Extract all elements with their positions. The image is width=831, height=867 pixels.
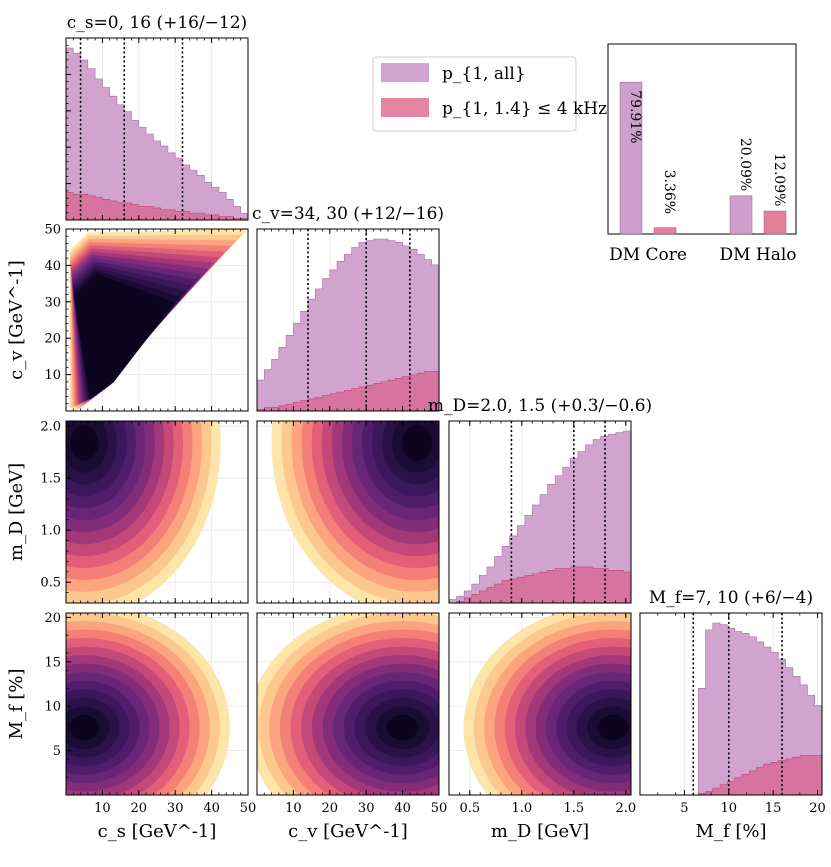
x-axis-label: M_f [%] [696, 821, 767, 842]
inset-category-label: DM Core [609, 245, 687, 265]
x-tick-label: 20 [322, 801, 339, 816]
y-tick-label: 10 [44, 700, 61, 715]
y-tick-label: 30 [44, 295, 61, 310]
x-tick-label: 40 [203, 801, 220, 816]
panel-frame [65, 612, 249, 796]
hist-all-bars [65, 47, 249, 221]
x-axis-label: m_D [GeV] [491, 821, 589, 842]
density-contour [597, 714, 629, 741]
density-panel-cs-mD: 0.5 1.0 1.5 2.0 [40, 420, 249, 604]
contour-group [257, 613, 439, 795]
x-tick-label: 30 [167, 801, 184, 816]
inset-bar-chart: 79.91% 3.36% DM Core 20.09% 12.09% DM Halo [607, 43, 797, 265]
panel-frame [65, 420, 249, 604]
hist-panel-Mf: M_f=7, 10 (+6/−4) 5 10 15 20 [639, 588, 826, 816]
density-panel-cv-mD [256, 421, 440, 603]
x-tick-label: 30 [358, 801, 375, 816]
y-tick-label: 0.5 [40, 576, 61, 591]
legend-label: p_{1, 1.4} ≤ 4 kHz [442, 99, 607, 119]
contour-group [463, 613, 631, 795]
panel-frame [639, 612, 823, 796]
panel-title: m_D=2.0, 1.5 (+0.3/−0.6) [428, 396, 652, 416]
contour-group [66, 421, 221, 603]
density-contour [402, 424, 433, 461]
contour-group [271, 421, 439, 603]
x-axis-label: c_v [GeV^-1] [288, 821, 408, 842]
hist-panel-mD: m_D=2.0, 1.5 (+0.3/−0.6) [428, 396, 652, 604]
y-tick-label: 1.5 [40, 472, 61, 487]
legend-label: p_{1, all} [442, 64, 526, 84]
x-tick-label: 10 [94, 801, 111, 816]
x-tick-label: 50 [431, 801, 448, 816]
hist-panel-cs: c_s=0, 16 (+16/−12) [65, 13, 249, 221]
inset-bar-label: 3.36% [661, 170, 677, 214]
hist-panel-cv: c_v=34, 30 (+12/−16) [252, 204, 444, 412]
x-tick-label: 15 [765, 801, 782, 816]
y-axis-label: M_f [%] [6, 669, 27, 740]
x-tick-label: 0.5 [459, 801, 480, 816]
density-contour [386, 714, 419, 741]
y-tick-label: 50 [44, 223, 61, 238]
y-tick-label: 2.0 [40, 420, 61, 435]
inset-bar-label: 20.09% [737, 138, 753, 191]
inset-bar [619, 81, 643, 235]
legend: p_{1, all} p_{1, 1.4} ≤ 4 kHz [372, 56, 607, 132]
y-tick-label: 10 [44, 368, 61, 383]
panel-title: M_f=7, 10 (+6/−4) [649, 588, 813, 608]
panel-frame [448, 420, 632, 604]
y-tick-label: 5 [53, 744, 61, 759]
density-contour [70, 424, 99, 461]
panel-frame [256, 228, 440, 412]
x-tick-label: 1.5 [563, 801, 584, 816]
hist-sub-bars [256, 371, 440, 412]
x-tick-label: 10 [721, 801, 738, 816]
x-tick-label: 20 [809, 801, 826, 816]
y-axis-label: m_D [GeV] [6, 463, 27, 561]
inset-category-label: DM Halo [719, 245, 796, 265]
density-contour [69, 714, 100, 741]
y-tick-label: 1.0 [40, 524, 61, 539]
x-tick-label: 1.0 [511, 801, 532, 816]
y-tick-label: 15 [44, 655, 61, 670]
density-panel-cs-Mf: 10 20 30 40 50 5 10 15 20 [44, 611, 257, 816]
inset-bar [653, 227, 677, 235]
panel-frame [65, 228, 249, 412]
density-contour [73, 273, 175, 400]
y-tick-label: 20 [44, 332, 61, 347]
inset-bar-label: 79.91% [627, 90, 643, 143]
y-tick-label: 40 [44, 259, 61, 274]
x-tick-label: 2.0 [615, 801, 636, 816]
panel-frame [448, 612, 632, 796]
hist-sub-bars [65, 192, 249, 221]
density-panel-cs-cv: 10 20 30 40 50 [44, 223, 249, 412]
legend-swatch [381, 63, 429, 82]
panel-frame [256, 420, 440, 604]
inset-bar [763, 210, 787, 235]
y-tick-label: 20 [44, 611, 61, 626]
density-panel-mD-Mf: 0.5 1.0 1.5 2.0 [448, 613, 636, 816]
contour-group [69, 229, 248, 411]
x-tick-label: 50 [240, 801, 257, 816]
x-tick-label: 10 [285, 801, 302, 816]
panel-frame [65, 37, 249, 221]
density-panel-cv-Mf: 10 20 30 40 50 [256, 613, 448, 816]
hist-sub-bars [449, 566, 632, 604]
inset-bar-label: 12.09% [771, 153, 787, 206]
x-tick-label: 40 [394, 801, 411, 816]
x-tick-label: 20 [131, 801, 148, 816]
y-axis-label: c_v [GeV^-1] [6, 260, 27, 380]
inset-bar [729, 195, 753, 235]
x-axis-label: c_s [GeV^-1] [98, 821, 217, 842]
panel-title: c_s=0, 16 (+16/−12) [67, 13, 247, 33]
legend-swatch [381, 98, 429, 117]
panel-title: c_v=34, 30 (+12/−16) [252, 204, 444, 224]
x-tick-label: 5 [680, 801, 688, 816]
contour-group [66, 613, 230, 795]
hist-all-bars [256, 238, 440, 412]
panel-frame [256, 612, 440, 796]
